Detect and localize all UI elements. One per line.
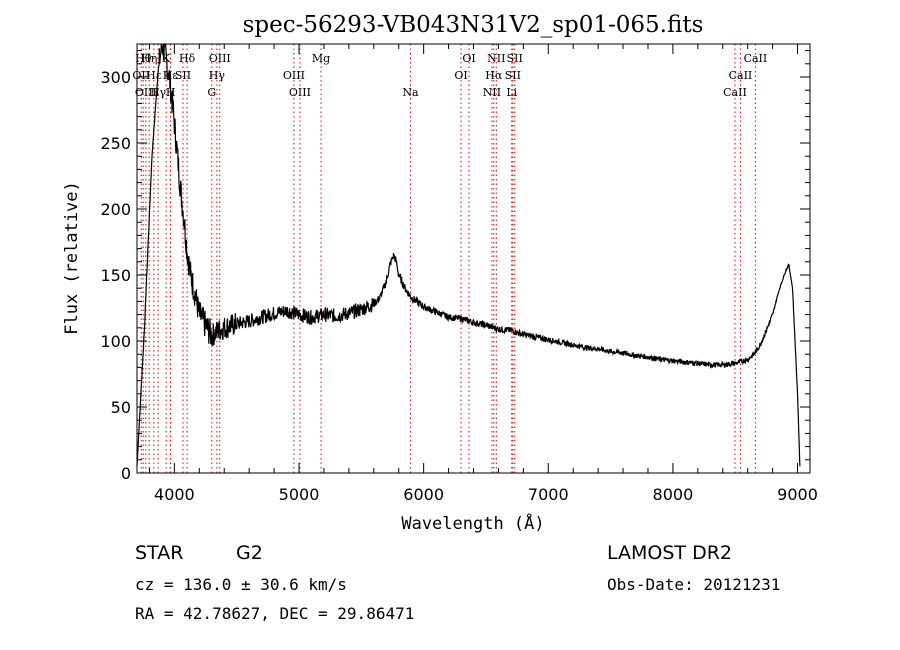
survey-name: LAMOST DR2	[607, 542, 732, 564]
spectral-line-label: OI	[462, 52, 475, 65]
coordinates: RA = 42.78627, DEC = 29.86471	[135, 604, 414, 623]
chart-title: spec-56293-VB043N31V2_sp01-065.fits	[243, 12, 704, 38]
spectral-line-labels: OIIHθOIIIHηHεHγKHεHSIIHδGHγOIIIOIIIOIIIM…	[132, 52, 767, 99]
spectral-line-label: OIII	[289, 86, 311, 99]
spectral-line-label: CaII	[723, 86, 747, 99]
spectral-line-label: Na	[402, 86, 419, 99]
x-tick-label: 9000	[777, 485, 818, 504]
x-tick-label: 5000	[279, 485, 320, 504]
spectral-line-label: Hα	[485, 69, 503, 82]
spectral-line-label: Hε	[146, 69, 162, 82]
spectral-line-label: NII	[483, 86, 501, 99]
spectral-line-label: Mg	[312, 52, 330, 65]
y-tick-label: 250	[100, 134, 131, 153]
spectral-line-label: OI	[454, 69, 467, 82]
object-class: STAR	[135, 542, 183, 564]
spectral-line-label: Li	[506, 86, 517, 99]
spectral-line-label: SII	[505, 69, 521, 82]
y-tick-label: 200	[100, 200, 131, 219]
x-tick-label: 8000	[653, 485, 694, 504]
spectral-line-label: SII	[507, 52, 523, 65]
y-tick-label: 50	[111, 398, 131, 417]
y-tick-label: 100	[100, 332, 131, 351]
spectral-line-label: NII	[487, 52, 505, 65]
spectral-line-label: OIII	[135, 86, 157, 99]
spectral-line-label: Hθ	[135, 52, 152, 65]
x-tick-label: 4000	[154, 485, 195, 504]
x-axis-ticks: 4000 5000 6000 7000 8000 9000	[148, 44, 818, 504]
y-tick-label: 300	[100, 68, 131, 87]
spectral-line-label: CaII	[744, 52, 768, 65]
spectral-line-label: Hδ	[179, 52, 196, 65]
spectral-line-label: Hγ	[209, 69, 226, 82]
spectral-line-label: OIII	[209, 52, 231, 65]
plot-frame	[136, 43, 811, 474]
observation-date: Obs-Date: 20121231	[607, 575, 780, 594]
y-axis-label: Flux (relative)	[62, 181, 82, 335]
spectrum-line	[136, 43, 801, 467]
x-tick-label: 6000	[403, 485, 444, 504]
spectral-line-label: Hγ	[150, 86, 167, 99]
redshift-velocity: cz = 136.0 ± 30.6 km/s	[135, 575, 347, 594]
object-subclass: G2	[236, 542, 263, 564]
spectral-line-label: Hη	[141, 52, 157, 65]
y-axis-ticks: 0 50 100 150 200 250 300	[100, 50, 810, 483]
y-tick-label: 150	[100, 266, 131, 285]
spectral-line-label: G	[207, 86, 216, 99]
spectral-line-label: OIII	[283, 69, 305, 82]
x-tick-label: 7000	[528, 485, 569, 504]
spectral-line-markers	[140, 44, 756, 473]
spectral-line-label: CaII	[729, 69, 753, 82]
spectral-line-label: SII	[175, 69, 191, 82]
y-tick-label: 0	[121, 464, 131, 483]
x-axis-label: Wavelength (Å)	[401, 512, 544, 534]
